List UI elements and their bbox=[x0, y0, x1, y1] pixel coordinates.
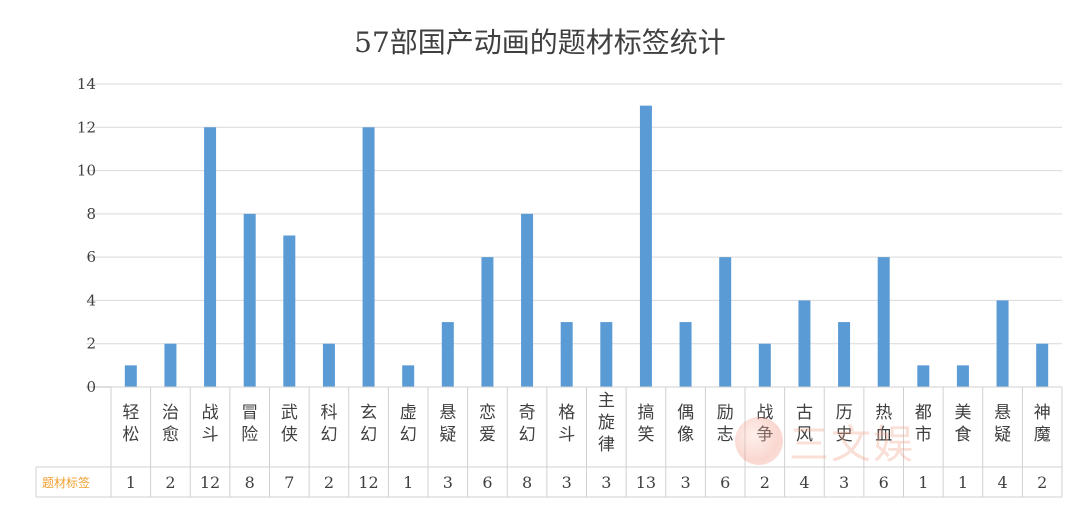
category-label: 历史 bbox=[836, 403, 853, 445]
data-value: 8 bbox=[522, 473, 532, 492]
data-value: 2 bbox=[1037, 473, 1047, 492]
data-value: 1 bbox=[403, 473, 413, 492]
y-tick-label: 0 bbox=[86, 378, 96, 396]
bar bbox=[243, 213, 256, 387]
category-label: 武侠 bbox=[281, 403, 298, 445]
category-label: 偶像 bbox=[677, 403, 694, 445]
bar bbox=[798, 300, 811, 387]
watermark-text: 三文娱 bbox=[789, 422, 915, 468]
bar bbox=[521, 213, 534, 387]
data-value: 4 bbox=[997, 473, 1007, 492]
bar bbox=[441, 322, 454, 387]
bar bbox=[283, 235, 296, 387]
category-label: 主旋律 bbox=[598, 391, 615, 455]
chart-title: 57部国产动画的题材标签统计 bbox=[354, 26, 726, 59]
data-value: 12 bbox=[358, 473, 378, 492]
data-value: 3 bbox=[601, 473, 611, 492]
bar bbox=[164, 343, 177, 387]
data-value: 6 bbox=[879, 473, 889, 492]
category-label: 恋爱 bbox=[479, 402, 496, 445]
category-label: 轻松 bbox=[122, 403, 139, 445]
data-table: 轻松治愈战斗冒险武侠科幻玄幻虚幻悬疑恋爱奇幻格斗主旋律搞笑偶像励志战争古风历史热… bbox=[35, 386, 1063, 498]
bar bbox=[838, 322, 851, 387]
category-label: 科幻 bbox=[320, 403, 337, 445]
y-tick-label: 2 bbox=[86, 335, 96, 353]
bar bbox=[917, 365, 930, 387]
y-tick-label: 8 bbox=[86, 205, 96, 223]
category-label: 悬疑 bbox=[439, 403, 456, 445]
data-value: 1 bbox=[958, 473, 968, 492]
category-label: 悬疑 bbox=[994, 403, 1011, 445]
category-label: 搞笑 bbox=[637, 403, 654, 445]
data-value: 8 bbox=[245, 473, 255, 492]
category-label: 冒险 bbox=[241, 403, 258, 445]
data-value: 2 bbox=[760, 473, 770, 492]
y-axis-ticks: 0 2 4 6 8 10 12 14 bbox=[77, 75, 96, 396]
bar bbox=[124, 365, 137, 387]
watermark: 三文娱 bbox=[735, 410, 980, 472]
bar bbox=[600, 322, 613, 387]
bar bbox=[322, 343, 335, 387]
bar bbox=[877, 257, 890, 387]
data-value: 1 bbox=[126, 473, 136, 492]
y-tick-label: 10 bbox=[77, 162, 96, 180]
data-value: 4 bbox=[799, 473, 809, 492]
bar bbox=[204, 127, 217, 388]
category-label: 神魔 bbox=[1034, 403, 1051, 445]
data-value: 6 bbox=[482, 473, 492, 492]
data-value: 1 bbox=[918, 473, 928, 492]
data-value: 3 bbox=[443, 473, 453, 492]
bar bbox=[996, 300, 1009, 387]
data-value: 13 bbox=[636, 473, 656, 492]
series-label: 题材标签 bbox=[42, 475, 90, 490]
category-label: 虚幻 bbox=[400, 403, 417, 445]
category-label: 美食 bbox=[954, 403, 971, 445]
category-label: 励志 bbox=[717, 403, 734, 445]
bar bbox=[560, 322, 573, 387]
data-value: 3 bbox=[680, 473, 690, 492]
data-value: 3 bbox=[562, 473, 572, 492]
bar bbox=[956, 365, 969, 387]
y-tick-label: 12 bbox=[77, 118, 96, 136]
category-label: 奇幻 bbox=[519, 403, 536, 445]
category-label: 热血 bbox=[875, 403, 892, 445]
category-label: 都市 bbox=[915, 403, 932, 445]
data-value: 2 bbox=[324, 473, 334, 492]
bar bbox=[679, 322, 692, 387]
data-value: 12 bbox=[200, 473, 220, 492]
y-tick-label: 6 bbox=[86, 248, 96, 266]
data-value: 6 bbox=[720, 473, 730, 492]
y-tick-label: 14 bbox=[77, 75, 96, 93]
category-label: 格斗 bbox=[558, 403, 575, 445]
category-label: 战争 bbox=[756, 403, 773, 445]
category-label: 战斗 bbox=[202, 403, 219, 445]
data-value: 3 bbox=[839, 473, 849, 492]
bar bbox=[758, 343, 771, 387]
category-label: 玄幻 bbox=[360, 403, 377, 445]
category-label: 古风 bbox=[796, 403, 813, 445]
bar bbox=[719, 257, 732, 387]
data-value: 7 bbox=[284, 473, 294, 492]
bars bbox=[124, 105, 1049, 388]
bar bbox=[639, 105, 652, 388]
y-tick-label: 4 bbox=[86, 291, 96, 309]
bar bbox=[362, 127, 375, 388]
bar bbox=[402, 365, 415, 387]
category-label: 治愈 bbox=[162, 403, 179, 445]
bar bbox=[1036, 343, 1049, 387]
swoosh-logo-icon bbox=[735, 417, 783, 465]
bar bbox=[481, 257, 494, 387]
gridlines bbox=[86, 83, 1062, 388]
data-value: 2 bbox=[165, 473, 175, 492]
